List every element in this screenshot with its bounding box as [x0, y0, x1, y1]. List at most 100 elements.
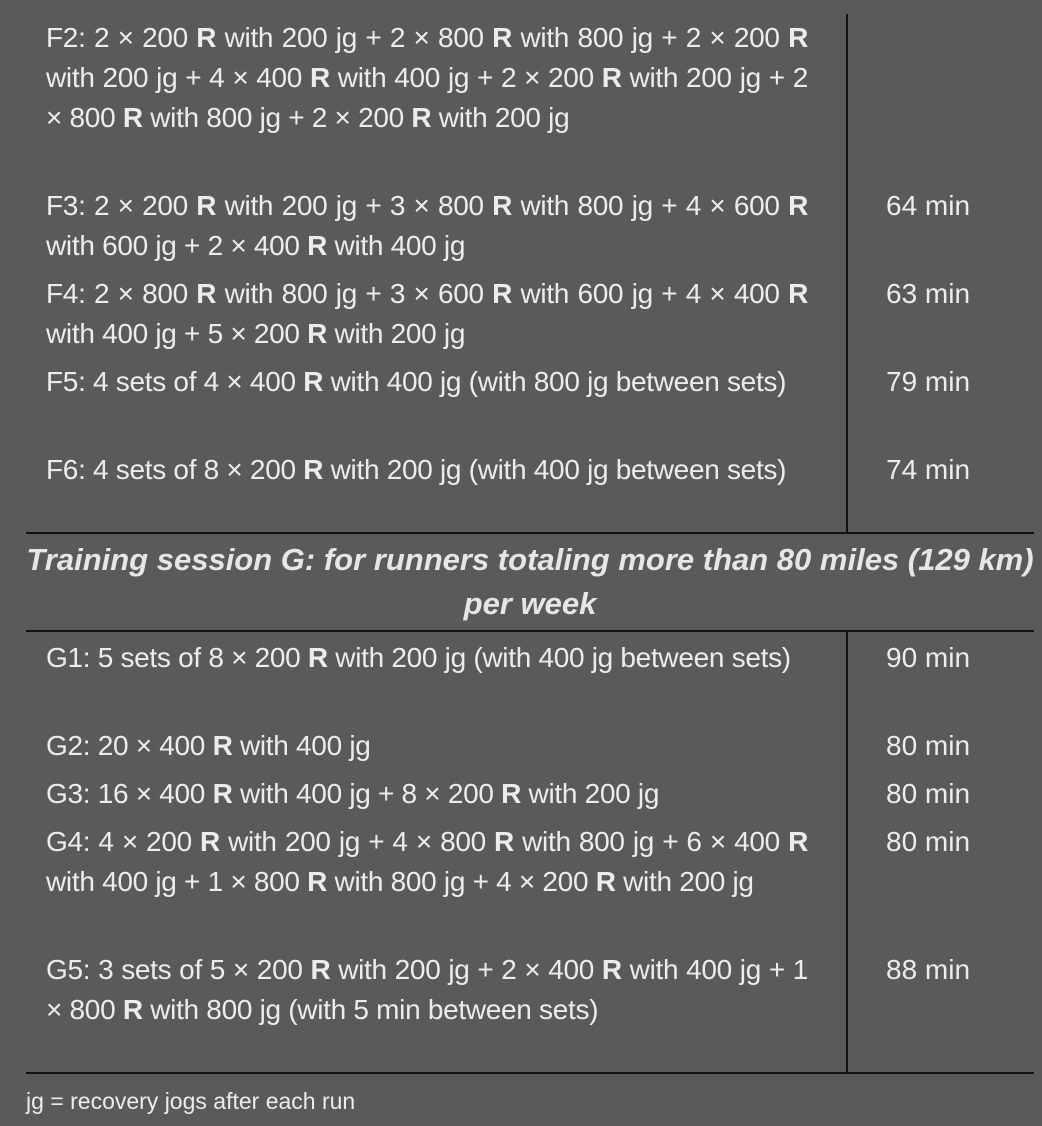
repetition-marker: R: [788, 278, 808, 309]
row-description: G4: 4 × 200 R with 200 jg + 4 × 800 R wi…: [26, 822, 808, 902]
description-text: with 400 jg: [232, 730, 371, 761]
repetition-marker: R: [788, 22, 808, 53]
description-text: with 200 jg + 4 × 800: [219, 826, 495, 857]
table-row-f3: F3: 2 × 200 R with 200 jg + 3 × 800 R wi…: [26, 186, 1034, 266]
row-duration: 63 min: [886, 278, 971, 309]
description-text: with 400 jg: [327, 230, 466, 261]
description-text: G5: 3 sets of 5 × 200: [46, 954, 311, 985]
description-text: with 200 jg (with 400 jg between sets): [323, 454, 787, 485]
column-divider-f: [846, 14, 848, 532]
description-text: F2: 2 × 200: [46, 22, 197, 53]
repetition-marker: R: [492, 190, 513, 221]
description-text: with 800 jg (with 5 min between sets): [142, 994, 599, 1025]
description-text: F6: 4 sets of 8 × 200: [46, 454, 304, 485]
description-text: with 800 jg + 4 × 200: [327, 866, 596, 897]
table-row-g5: G5: 3 sets of 5 × 200 R with 200 jg + 2 …: [26, 950, 1034, 1030]
row-duration: 74 min: [886, 454, 971, 485]
row-description: G3: 16 × 400 R with 400 jg + 8 × 200 R w…: [26, 774, 808, 814]
row-description: G5: 3 sets of 5 × 200 R with 200 jg + 2 …: [26, 950, 808, 1030]
row-description: G1: 5 sets of 8 × 200 R with 200 jg (wit…: [26, 638, 808, 678]
repetition-marker: R: [309, 62, 330, 93]
divider-line-top: [26, 532, 1034, 534]
repetition-marker: R: [788, 826, 808, 857]
section-f-rows: F2: 2 × 200 R with 200 jg + 2 × 800 R wi…: [26, 14, 1034, 532]
repetition-marker: R: [492, 278, 513, 309]
description-text: with 200 jg (with 400 jg between sets): [327, 642, 791, 673]
repetition-marker: R: [307, 318, 328, 349]
description-text: with 400 jg (with 800 jg between sets): [323, 366, 787, 397]
section-g-rows: G1: 5 sets of 8 × 200 R with 200 jg (wit…: [26, 632, 1034, 1072]
table-row-f6: F6: 4 sets of 8 × 200 R with 200 jg (wit…: [26, 450, 1034, 490]
description-text: with 400 jg + 1 × 800: [46, 866, 308, 897]
row-description: F6: 4 sets of 8 × 200 R with 200 jg (wit…: [26, 450, 808, 490]
row-description: F4: 2 × 800 R with 800 jg + 3 × 600 R wi…: [26, 274, 808, 354]
repetition-marker: R: [601, 954, 622, 985]
description-text: with 200 jg + 4 × 400: [46, 62, 310, 93]
repetition-marker: R: [595, 866, 616, 897]
repetition-marker: R: [212, 730, 233, 761]
divider-line-heading: [26, 630, 1034, 632]
repetition-marker: R: [492, 22, 513, 53]
repetition-marker: R: [788, 190, 808, 221]
row-duration: 80 min: [886, 730, 971, 761]
description-text: G3: 16 × 400: [46, 778, 213, 809]
repetition-marker: R: [307, 230, 328, 261]
row-description: F3: 2 × 200 R with 200 jg + 3 × 800 R wi…: [26, 186, 808, 266]
repetition-marker: R: [122, 102, 143, 133]
description-text: F4: 2 × 800: [46, 278, 197, 309]
description-text: with 600 jg + 2 × 400: [46, 230, 308, 261]
row-description: G2: 20 × 400 R with 400 jg: [26, 726, 808, 766]
footnote: jg = recovery jogs after each run: [26, 1088, 356, 1114]
description-text: with 200 jg: [327, 318, 466, 349]
repetition-marker: R: [212, 778, 233, 809]
description-text: with 200 jg + 2 × 400: [330, 954, 602, 985]
row-description: F2: 2 × 200 R with 200 jg + 2 × 800 R wi…: [26, 18, 808, 138]
description-text: with 400 jg + 2 × 200: [329, 62, 602, 93]
section-g-heading: Training session G: for runners totaling…: [26, 542, 1034, 621]
description-text: with 800 jg + 2 × 200: [142, 102, 412, 133]
repetition-marker: R: [196, 278, 217, 309]
table-row-f5: F5: 4 sets of 4 × 400 R with 400 jg (wit…: [26, 362, 1034, 402]
description-text: with 400 jg + 8 × 200: [232, 778, 502, 809]
description-text: with 200 jg: [431, 102, 570, 133]
repetition-marker: R: [307, 866, 328, 897]
description-text: G1: 5 sets of 8 × 200: [46, 642, 308, 673]
description-text: with 200 jg + 3 × 800: [216, 190, 493, 221]
repetition-marker: R: [307, 642, 328, 673]
repetition-marker: R: [122, 994, 143, 1025]
row-duration: 88 min: [886, 954, 971, 985]
row-duration: 90 min: [886, 642, 971, 673]
repetition-marker: R: [494, 826, 514, 857]
row-duration: 80 min: [886, 778, 971, 809]
repetition-marker: R: [501, 778, 522, 809]
repetition-marker: R: [310, 954, 331, 985]
description-text: with 800 jg + 3 × 600: [216, 278, 493, 309]
description-text: with 800 jg + 4 × 600: [512, 190, 789, 221]
table-row-g4: G4: 4 × 200 R with 200 jg + 4 × 800 R wi…: [26, 822, 1034, 902]
description-text: with 200 jg: [615, 866, 754, 897]
row-duration: 80 min: [886, 826, 971, 857]
repetition-marker: R: [200, 826, 220, 857]
column-divider-g: [846, 632, 848, 1072]
description-text: F5: 4 sets of 4 × 400: [46, 366, 304, 397]
description-text: with 800 jg + 2 × 200: [512, 22, 789, 53]
description-text: with 400 jg + 1 × 800: [46, 954, 808, 1025]
repetition-marker: R: [601, 62, 622, 93]
repetition-marker: R: [303, 366, 324, 397]
description-text: with 200 jg + 2 × 800: [216, 22, 493, 53]
description-text: with 600 jg + 4 × 400: [512, 278, 789, 309]
description-text: with 200 jg + 2 × 800: [46, 62, 808, 133]
table-row-f4: F4: 2 × 800 R with 800 jg + 3 × 600 R wi…: [26, 274, 1034, 354]
repetition-marker: R: [196, 190, 217, 221]
repetition-marker: R: [303, 454, 324, 485]
row-description: F5: 4 sets of 4 × 400 R with 400 jg (wit…: [26, 362, 808, 402]
description-text: with 200 jg: [521, 778, 660, 809]
table-row-g1: G1: 5 sets of 8 × 200 R with 200 jg (wit…: [26, 638, 1034, 678]
row-duration: 79 min: [886, 366, 971, 397]
description-text: with 400 jg + 5 × 200: [46, 318, 308, 349]
divider-line-bottom: [26, 1072, 1034, 1074]
row-duration: 64 min: [886, 190, 971, 221]
description-text: with 800 jg + 6 × 400: [513, 826, 789, 857]
repetition-marker: R: [196, 22, 217, 53]
